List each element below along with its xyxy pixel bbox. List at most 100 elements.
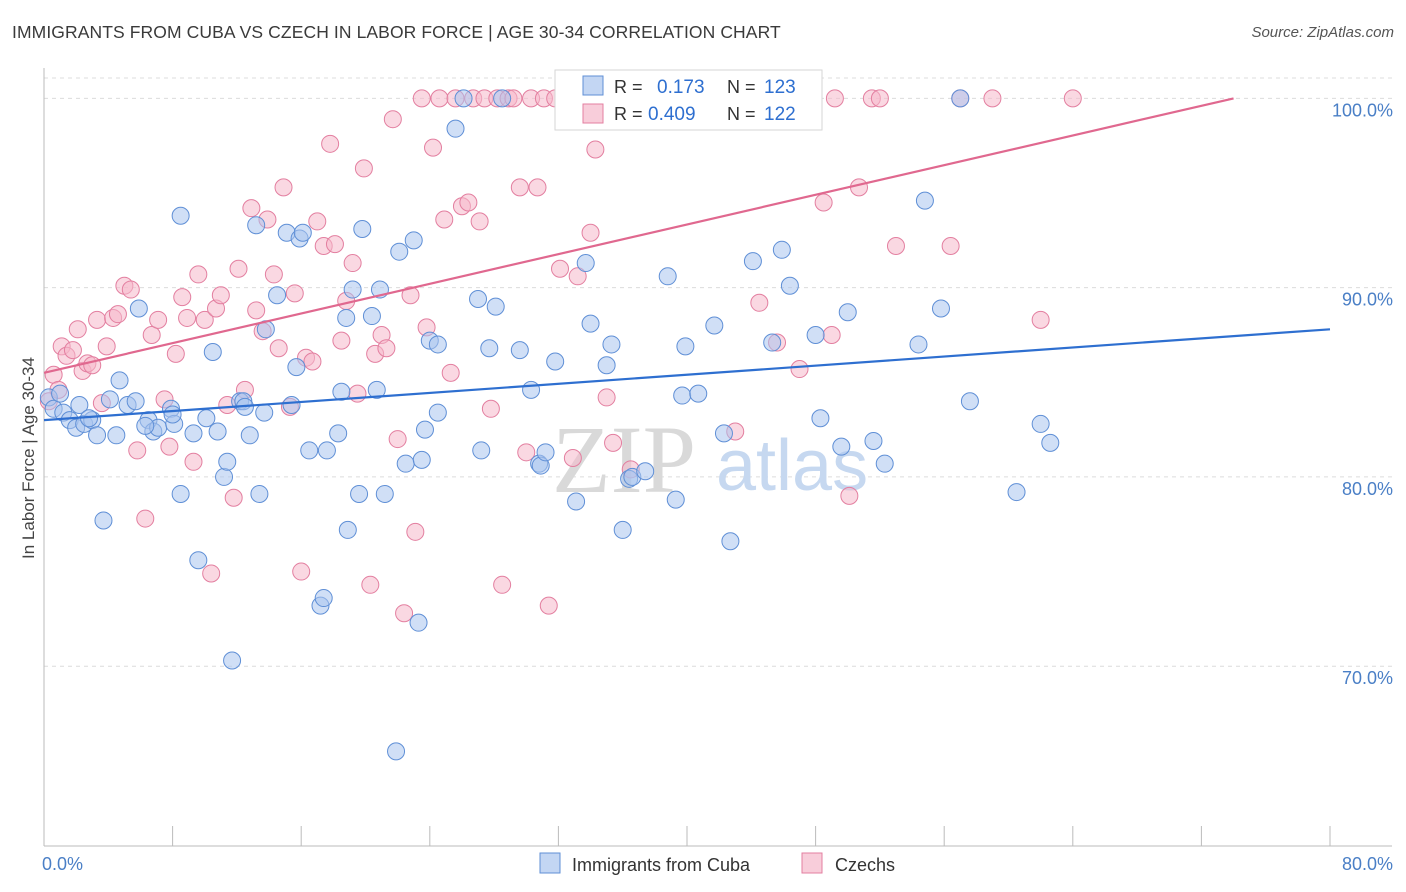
czechs-point-71 xyxy=(441,363,460,382)
trend-lines xyxy=(43,97,1331,422)
cuba-point-38 xyxy=(255,403,274,422)
czechs-point-27 xyxy=(189,265,208,284)
cuba-point-66 xyxy=(412,450,431,469)
cuba-point-57 xyxy=(362,307,381,326)
cuba-point-9 xyxy=(88,426,107,445)
cuba-point-51 xyxy=(332,382,351,401)
cuba-point-116 xyxy=(951,89,970,108)
cuba-point-63 xyxy=(396,454,415,473)
cuba-point-56 xyxy=(353,219,372,238)
czechs-point-99 xyxy=(604,433,623,452)
cuba-point-23 xyxy=(171,484,190,503)
czechs-point-50 xyxy=(321,134,340,153)
cuba-point-37 xyxy=(250,484,269,503)
legend-swatch-czechs xyxy=(801,852,823,874)
czechs-point-114 xyxy=(825,89,844,108)
cuba-point-103 xyxy=(806,325,825,344)
czechs-point-115 xyxy=(822,325,841,344)
cuba-point-26 xyxy=(197,409,216,428)
czechs-point-60 xyxy=(377,339,396,358)
czechs-point-19 xyxy=(142,325,161,344)
czechs-point-44 xyxy=(285,284,304,303)
cuba-point-77 xyxy=(522,380,541,399)
cuba-point-73 xyxy=(472,441,491,460)
legend-swatch-cuba xyxy=(539,852,561,874)
czechs-point-98 xyxy=(597,388,616,407)
cuba-point-46 xyxy=(300,441,319,460)
czechs-point-69 xyxy=(430,89,449,108)
cuba-point-31 xyxy=(223,651,242,670)
czechs-point-16 xyxy=(121,280,140,299)
czechs-point-48 xyxy=(308,212,327,231)
cuba-point-99 xyxy=(743,252,762,271)
cuba-point-118 xyxy=(493,89,512,108)
czechs-point-10 xyxy=(88,310,107,329)
axes xyxy=(43,68,1392,847)
cuba-point-24 xyxy=(184,424,203,443)
czechs-point-83 xyxy=(510,178,529,197)
cuba-point-6 xyxy=(70,396,89,415)
cuba-point-60 xyxy=(375,484,394,503)
cuba-point-71 xyxy=(454,89,473,108)
cuba-point-13 xyxy=(110,371,129,390)
bottom-legend: Immigrants from Cuba Czechs xyxy=(539,852,895,875)
cuba-point-45 xyxy=(293,223,312,242)
czechs-point-12 xyxy=(97,337,116,356)
cuba-point-101 xyxy=(772,240,791,259)
cuba-point-12 xyxy=(107,426,126,445)
czechs-point-55 xyxy=(348,384,367,403)
cuba-point-52 xyxy=(337,308,356,327)
cuba-point-75 xyxy=(486,297,505,316)
czechs-point-80 xyxy=(493,575,512,594)
cuba-point-50 xyxy=(329,424,348,443)
czechs-point-36 xyxy=(242,199,261,218)
cuba-point-42 xyxy=(282,396,301,415)
czechs-point-34 xyxy=(229,259,248,278)
cuba-point-93 xyxy=(673,386,692,405)
czechs-point-62 xyxy=(388,430,407,449)
cuba-point-121 xyxy=(163,405,182,424)
cuba-point-114 xyxy=(1031,414,1050,433)
x-tick-label-left: 0.0% xyxy=(42,854,83,874)
cuba-point-95 xyxy=(689,384,708,403)
czechs-point-68 xyxy=(424,138,443,157)
cuba-point-70 xyxy=(446,119,465,138)
stats-n-label-blue: N = xyxy=(727,77,756,97)
cuba-point-25 xyxy=(189,551,208,570)
stats-r-label-pink: R = xyxy=(614,104,643,124)
cuba-point-108 xyxy=(875,454,894,473)
czechs-point-95 xyxy=(581,223,600,242)
cuba-point-120 xyxy=(136,416,155,435)
cuba-point-11 xyxy=(100,390,119,409)
stats-swatch-pink xyxy=(582,103,604,124)
cuba-point-115 xyxy=(1041,433,1060,452)
czechs-point-26 xyxy=(184,452,203,471)
cuba-point-2 xyxy=(51,384,70,403)
cuba-point-54 xyxy=(343,280,362,299)
cuba-point-76 xyxy=(510,341,529,360)
czechs-point-119 xyxy=(870,89,889,108)
cuba-point-65 xyxy=(409,613,428,632)
cuba-point-61 xyxy=(387,742,406,761)
czechs-point-63 xyxy=(395,604,414,623)
stats-n-value-pink: 122 xyxy=(764,104,796,125)
cuba-point-113 xyxy=(1007,483,1026,502)
cuba-point-104 xyxy=(811,409,830,428)
cuba-point-80 xyxy=(536,443,555,462)
cuba-point-84 xyxy=(581,314,600,333)
cuba-point-15 xyxy=(126,392,145,411)
czechs-point-22 xyxy=(160,437,179,456)
czechs-point-120 xyxy=(886,237,905,256)
czechs-point-29 xyxy=(202,564,221,583)
cuba-point-119 xyxy=(428,403,447,422)
cuba-point-98 xyxy=(721,532,740,551)
cuba-point-83 xyxy=(576,254,595,273)
czechs-point-78 xyxy=(481,399,500,418)
y-tick-labels: 70.0% 80.0% 90.0% 100.0% xyxy=(1332,100,1393,688)
cuba-point-107 xyxy=(864,431,883,450)
czechs-trend-line xyxy=(43,97,1234,374)
czechs-point-45 xyxy=(292,562,311,581)
czechs-point-40 xyxy=(264,265,283,284)
czechs-point-66 xyxy=(412,89,431,108)
